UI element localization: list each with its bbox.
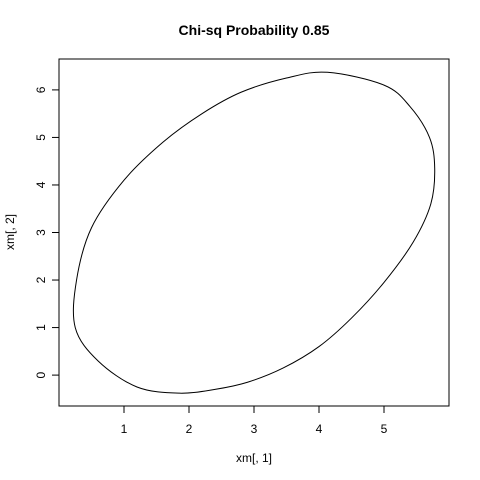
x-tick-label: 3 [251,422,258,436]
y-tick-label: 6 [34,86,48,93]
confidence-ellipse-line [72,71,436,394]
y-tick-label: 1 [34,324,48,331]
y-tick-label: 5 [34,134,48,141]
x-tick-label: 1 [121,422,128,436]
x-axis-label: xm[, 1] [236,451,272,465]
y-axis: 0 1 2 3 4 5 6 [34,86,60,378]
x-tick-label: 5 [381,422,388,436]
y-tick-label: 2 [34,276,48,283]
x-tick-label: 2 [186,422,193,436]
series-layer [72,71,436,394]
x-axis: 1 2 3 4 5 [121,405,388,436]
plot-area-frame [58,58,450,407]
chart-title: Chi-sq Probability 0.85 [179,22,330,38]
x-tick-label: 4 [316,422,323,436]
y-axis-label: xm[, 2] [3,214,17,250]
y-tick-label: 4 [34,181,48,188]
y-tick-label: 0 [34,371,48,378]
y-tick-label: 3 [34,229,48,236]
